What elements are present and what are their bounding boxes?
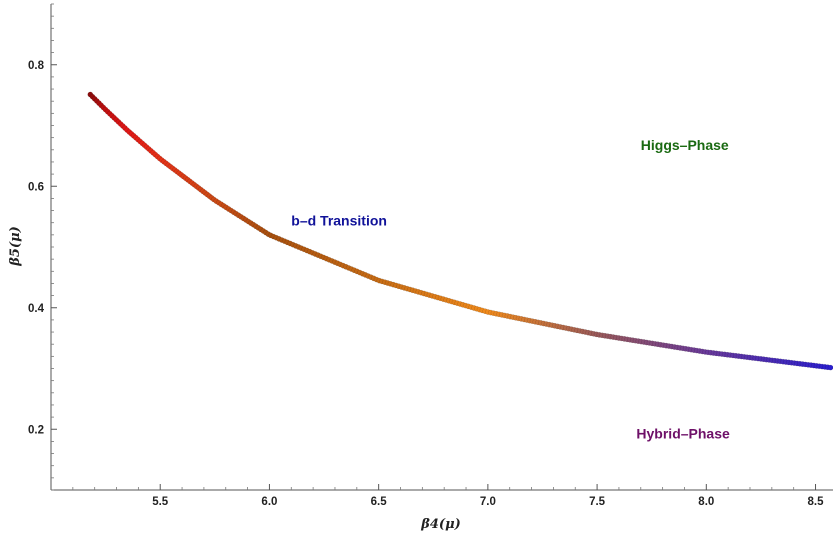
x-tick-label: 6.5 — [371, 496, 388, 508]
x-axis-label: β4(μ) — [420, 517, 461, 532]
annotation-label: b–d Transition — [291, 213, 387, 229]
data-points — [87, 91, 833, 371]
annotation-label: Hybrid–Phase — [636, 425, 730, 441]
x-axis-ticks: 5.5 6.0 6.5 7.0 7.5 8.0 8.5 — [72, 484, 825, 508]
y-tick-label: 0.6 — [28, 181, 44, 193]
y-tick-label: 0.4 — [28, 303, 45, 315]
x-tick-label: 8.5 — [808, 496, 825, 508]
annotation-label: Higgs–Phase — [641, 137, 729, 153]
y-axis-ticks: 0.2 0.4 0.6 0.8 — [28, 3, 57, 491]
annotations: b–d Transition Higgs–Phase Hybrid–Phase — [291, 137, 730, 442]
y-tick-label: 0.8 — [28, 60, 45, 72]
x-tick-label: 6.0 — [261, 496, 277, 508]
data-point — [827, 364, 833, 371]
x-tick-label: 5.5 — [152, 496, 169, 508]
y-tick-label: 0.2 — [28, 424, 44, 436]
y-axis-label: β5(μ) — [8, 226, 23, 267]
axes-frame — [50, 4, 833, 491]
x-tick-label: 8.0 — [698, 496, 714, 508]
x-tick-label: 7.0 — [480, 496, 496, 508]
x-tick-label: 7.5 — [589, 496, 606, 508]
